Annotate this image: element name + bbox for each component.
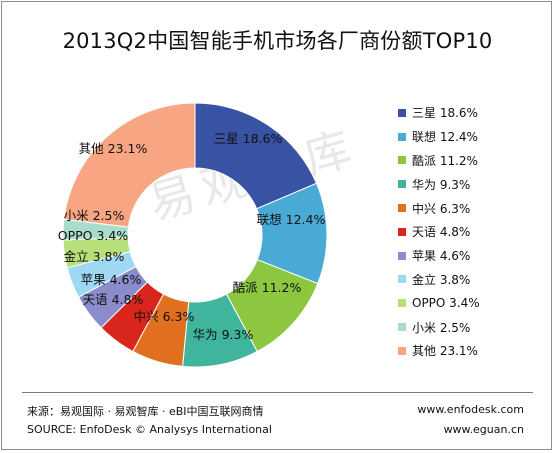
slice-label-7: 金立 3.8% (64, 249, 125, 264)
legend-swatch-9 (398, 323, 406, 332)
legend-label-0: 三星 18.6% (412, 106, 478, 121)
legend-swatch-1 (398, 132, 406, 141)
legend-item-4: 中兴 6.3% (398, 196, 480, 220)
legend-item-10: 其他 23.1% (398, 339, 480, 363)
legend-item-9: 小米 2.5% (398, 315, 480, 339)
slice-label-10: 其他 23.1% (79, 141, 148, 156)
chart-title: 2013Q2中国智能手机市场各厂商份额TOP10 (62, 29, 493, 53)
legend-swatch-4 (398, 204, 406, 213)
legend-label-1: 联想 12.4% (412, 130, 478, 145)
slice-label-6: 苹果 4.6% (81, 272, 142, 287)
source-english: SOURCE: EnfoDesk © Analysys Internationa… (27, 423, 272, 436)
legend-item-2: 酷派 11.2% (398, 149, 480, 173)
legend-item-1: 联想 12.4% (398, 125, 480, 149)
legend-item-0: 三星 18.6% (398, 101, 480, 125)
legend-swatch-5 (398, 227, 406, 236)
legend-swatch-8 (398, 299, 406, 308)
pie-slice-10 (63, 102, 196, 228)
legend-label-6: 苹果 4.6% (412, 249, 471, 264)
legend-item-3: 华为 9.3% (398, 172, 480, 196)
slice-label-0: 三星 18.6% (214, 131, 283, 146)
legend-label-10: 其他 23.1% (412, 344, 478, 359)
legend-label-5: 天语 4.8% (412, 225, 471, 240)
legend-label-3: 华为 9.3% (412, 177, 471, 192)
legend-label-8: OPPO 3.4% (412, 296, 480, 311)
legend-swatch-10 (398, 346, 406, 355)
legend-item-6: 苹果 4.6% (398, 244, 480, 268)
legend-label-2: 酷派 11.2% (412, 153, 478, 168)
pie-slice-0 (194, 102, 318, 210)
legend-swatch-3 (398, 180, 406, 189)
legend-item-7: 金立 3.8% (398, 268, 480, 292)
chart-legend: 三星 18.6% 联想 12.4% 酷派 11.2% 华为 9.3% 中兴 6.3% 天语… (398, 101, 480, 363)
footer-divider (22, 392, 533, 393)
legend-swatch-2 (398, 156, 406, 165)
legend-swatch-6 (398, 251, 406, 260)
slice-label-3: 华为 9.3% (193, 327, 254, 342)
legend-item-8: OPPO 3.4% (398, 291, 480, 315)
legend-label-4: 中兴 6.3% (412, 201, 471, 216)
source-chinese: 来源：易观国际 · 易观智库 · eBI中国互联网商情 (27, 405, 264, 418)
slice-label-9: 小米 2.5% (64, 208, 125, 223)
legend-swatch-7 (398, 275, 406, 284)
legend-label-7: 金立 3.8% (412, 272, 471, 287)
url-eguan: www.eguan.cn (443, 423, 524, 436)
slice-label-8: OPPO 3.4% (58, 228, 129, 243)
legend-swatch-0 (398, 108, 406, 117)
slice-label-4: 中兴 6.3% (134, 309, 195, 324)
legend-item-5: 天语 4.8% (398, 220, 480, 244)
slice-label-5: 天语 4.8% (83, 292, 144, 307)
legend-label-9: 小米 2.5% (412, 320, 471, 335)
slice-label-1: 联想 12.4% (257, 212, 326, 227)
slice-label-2: 酷派 11.2% (233, 280, 302, 295)
url-enfodesk: www.enfodesk.com (417, 403, 524, 416)
